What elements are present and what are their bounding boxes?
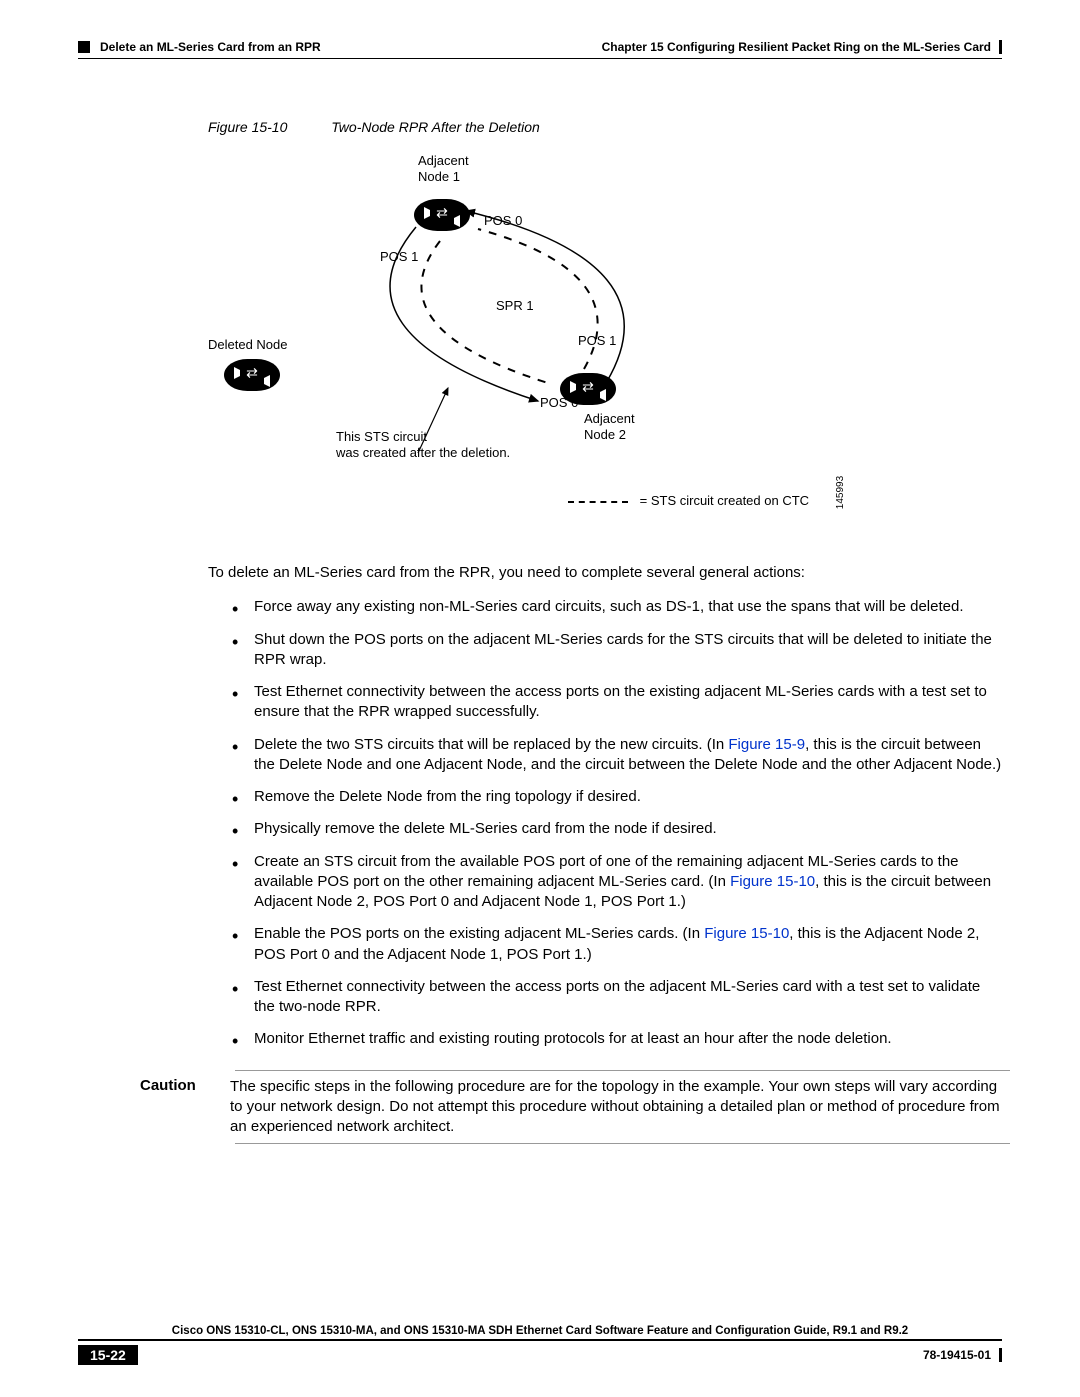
legend-row: = STS circuit created on CTC (568, 493, 809, 509)
list-item: Physically remove the delete ML-Series c… (228, 819, 1002, 839)
divider-icon (999, 40, 1002, 54)
label-pos0-top: POS 0 (484, 213, 522, 229)
header-rule (78, 58, 1002, 59)
router-adjacent-1-icon: ⇄ (414, 199, 470, 231)
intro-text: To delete an ML-Series card from the RPR… (208, 563, 1002, 583)
list-item: Test Ethernet connectivity between the a… (228, 977, 1002, 1018)
section-title: Delete an ML-Series Card from an RPR (100, 40, 321, 54)
legend-dash-icon (568, 501, 628, 503)
legend-text: = STS circuit created on CTC (640, 493, 809, 508)
page-number-badge: 15-22 (78, 1345, 138, 1365)
caution-block: Caution The specific steps in the follow… (140, 1070, 1010, 1145)
label-pos0-bottom: POS 0 (540, 395, 578, 411)
caution-label: Caution (140, 1077, 230, 1138)
figure-link[interactable]: Figure 15-10 (730, 873, 815, 890)
figure-number: Figure 15-10 (208, 119, 287, 135)
ring-svg (208, 153, 828, 533)
chapter-title: Chapter 15 Configuring Resilient Packet … (602, 40, 991, 54)
header-right: Chapter 15 Configuring Resilient Packet … (602, 40, 1002, 54)
router-deleted-icon: ⇄ (224, 359, 280, 391)
footer-title: Cisco ONS 15310-CL, ONS 15310-MA, and ON… (78, 1325, 1002, 1341)
list-item: Create an STS circuit from the available… (228, 852, 1002, 913)
list-item: Monitor Ethernet traffic and existing ro… (228, 1029, 1002, 1049)
list-item: Force away any existing non-ML-Series ca… (228, 597, 1002, 617)
header-left: Delete an ML-Series Card from an RPR (78, 40, 321, 54)
label-pos1-top: POS 1 (380, 249, 418, 265)
page-header: Delete an ML-Series Card from an RPR Cha… (78, 40, 1002, 54)
label-adjacent-1: Adjacent Node 1 (418, 153, 469, 186)
list-item: Remove the Delete Node from the ring top… (228, 787, 1002, 807)
label-note: This STS circuit was created after the d… (336, 429, 510, 462)
figure-link[interactable]: Figure 15-9 (728, 736, 805, 753)
publication-number: 78-19415-01 (923, 1348, 1002, 1362)
section-marker-icon (78, 41, 90, 53)
label-spr: SPR 1 (496, 298, 534, 314)
figure-diagram: ⇄ ⇄ ⇄ Adjacent Node 1 POS 0 POS 1 SPR 1 … (208, 153, 828, 533)
figure-link[interactable]: Figure 15-10 (704, 925, 789, 942)
label-pos1-right: POS 1 (578, 333, 616, 349)
page-footer: Cisco ONS 15310-CL, ONS 15310-MA, and ON… (78, 1325, 1002, 1365)
bullet-list: Force away any existing non-ML-Series ca… (228, 597, 1002, 1049)
figure-id-number: 145993 (835, 476, 846, 509)
label-deleted-node: Deleted Node (208, 337, 288, 353)
document-page: Delete an ML-Series Card from an RPR Cha… (0, 0, 1080, 1397)
caution-text: The specific steps in the following proc… (230, 1077, 1010, 1138)
divider-icon (999, 1348, 1002, 1362)
caution-rule-top (235, 1070, 1010, 1071)
figure-caption: Figure 15-10 Two-Node RPR After the Dele… (208, 119, 1002, 135)
label-adjacent-2: Adjacent Node 2 (584, 411, 635, 444)
list-item: Enable the POS ports on the existing adj… (228, 924, 1002, 965)
list-item: Delete the two STS circuits that will be… (228, 735, 1002, 776)
figure-title: Two-Node RPR After the Deletion (331, 119, 540, 135)
caution-rule-bottom (235, 1143, 1010, 1144)
list-item: Test Ethernet connectivity between the a… (228, 682, 1002, 723)
list-item: Shut down the POS ports on the adjacent … (228, 630, 1002, 671)
